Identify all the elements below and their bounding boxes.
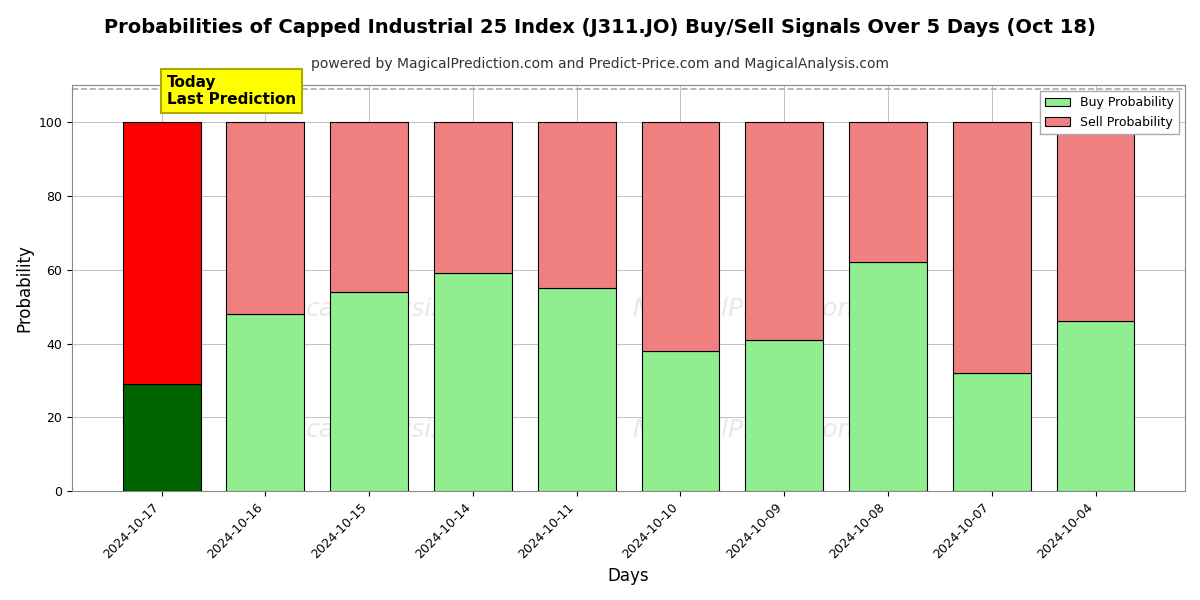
Bar [953,373,1031,491]
Bar [538,122,616,288]
Bar [850,262,926,491]
Text: MagicalPrediction.com: MagicalPrediction.com [632,296,914,320]
Bar [1056,322,1134,491]
Bar [227,314,305,491]
Bar [538,288,616,491]
Bar [745,122,823,340]
Bar [122,122,200,384]
Bar [122,384,200,491]
Bar [850,122,926,262]
Text: powered by MagicalPrediction.com and Predict-Price.com and MagicalAnalysis.com: powered by MagicalPrediction.com and Pre… [311,57,889,71]
Y-axis label: Probability: Probability [16,244,34,332]
Text: Probabilities of Capped Industrial 25 Index (J311.JO) Buy/Sell Signals Over 5 Da: Probabilities of Capped Industrial 25 In… [104,18,1096,37]
Text: MagicalPrediction.com: MagicalPrediction.com [632,418,914,442]
Bar [434,122,512,274]
Bar [1056,122,1134,322]
Text: Today
Last Prediction: Today Last Prediction [167,75,296,107]
Legend: Buy Probability, Sell Probability: Buy Probability, Sell Probability [1040,91,1178,134]
X-axis label: Days: Days [607,567,649,585]
Text: calAnalysis.com: calAnalysis.com [306,418,506,442]
Bar [434,274,512,491]
Bar [642,351,719,491]
Bar [227,122,305,314]
Text: calAnalysis.com: calAnalysis.com [306,296,506,320]
Bar [330,122,408,292]
Bar [953,122,1031,373]
Bar [330,292,408,491]
Bar [745,340,823,491]
Bar [642,122,719,351]
